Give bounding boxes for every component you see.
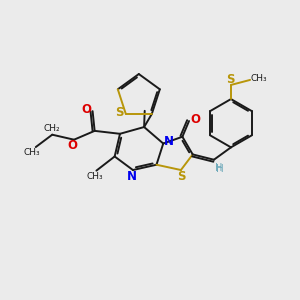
- Text: S: S: [177, 170, 186, 183]
- Text: O: O: [68, 139, 78, 152]
- Text: O: O: [190, 113, 200, 126]
- Text: H: H: [216, 164, 224, 173]
- Text: CH₃: CH₃: [250, 74, 267, 83]
- Text: O: O: [81, 103, 91, 116]
- Text: S: S: [115, 106, 124, 119]
- Text: N: N: [127, 170, 137, 183]
- Text: CH₃: CH₃: [23, 148, 40, 158]
- Text: N: N: [164, 135, 174, 148]
- Text: CH₂: CH₂: [43, 124, 60, 133]
- Text: CH₃: CH₃: [87, 172, 103, 181]
- Text: H: H: [214, 163, 222, 173]
- Text: S: S: [226, 73, 235, 86]
